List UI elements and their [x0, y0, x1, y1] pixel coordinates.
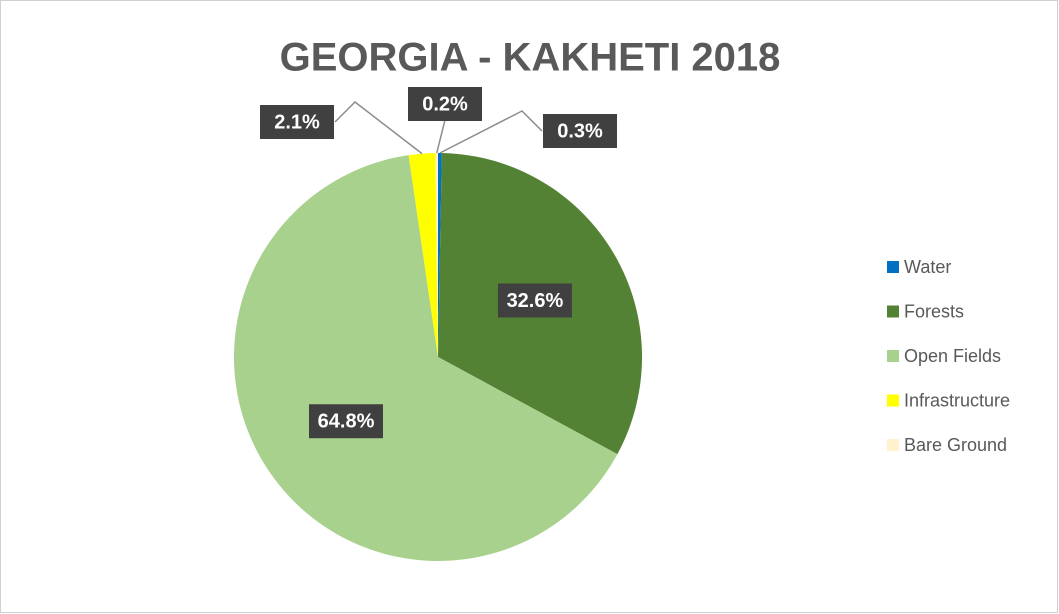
- legend-swatch: [887, 350, 899, 362]
- legend-label: Bare Ground: [904, 435, 1007, 455]
- legend-swatch: [887, 394, 899, 407]
- data-label-box: [408, 87, 482, 121]
- data-label: 0.2%: [422, 93, 468, 115]
- data-label: 0.3%: [557, 120, 603, 142]
- leader-line: [334, 101, 423, 155]
- data-label-box: [260, 105, 334, 139]
- legend-swatch: [887, 261, 899, 273]
- data-label-box: [543, 114, 617, 148]
- legend-label: Forests: [904, 301, 964, 321]
- legend-label: Water: [904, 257, 951, 277]
- pie-slice: [408, 153, 438, 357]
- data-label: 64.8%: [318, 411, 375, 433]
- pie-slice: [435, 153, 438, 357]
- data-label: 2.1%: [274, 111, 320, 133]
- data-label-box: [309, 404, 384, 439]
- pie-slice: [234, 155, 618, 562]
- legend-label: Open Fields: [904, 346, 1001, 366]
- pie-slice: [438, 153, 442, 357]
- legend-swatch: [887, 305, 899, 318]
- legend-label: Infrastructure: [904, 390, 1010, 410]
- data-label: 32.6%: [507, 290, 564, 312]
- data-label-box: [497, 283, 572, 318]
- chart-title: GEORGIA - KAKHETI 2018: [280, 36, 781, 80]
- legend-swatch: [887, 439, 899, 451]
- leader-line: [439, 110, 543, 154]
- leader-line: [435, 119, 446, 154]
